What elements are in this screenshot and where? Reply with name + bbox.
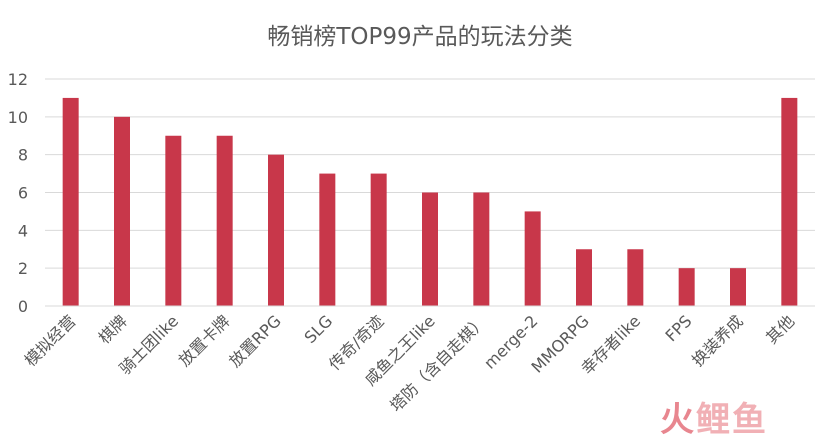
y-tick-label: 4 — [18, 221, 28, 240]
y-tick-label: 2 — [18, 259, 28, 278]
bar-0 — [62, 97, 79, 307]
bar-3 — [216, 135, 233, 306]
y-tick-label: 0 — [18, 297, 28, 316]
bar-13 — [730, 268, 746, 306]
watermark-logo: 火鲤鱼 — [660, 392, 768, 441]
bar-8 — [473, 192, 490, 306]
watermark-part1: 火 — [660, 400, 696, 440]
x-tick-label: SLG — [300, 311, 336, 347]
bar-9 — [524, 211, 541, 306]
x-tick-label: 放置RPG — [225, 311, 285, 371]
x-tick-label: 塔防（含自走棋） — [386, 311, 490, 415]
x-tick-label: 其他 — [762, 311, 798, 347]
bar-10 — [576, 249, 592, 306]
y-tick-label: 10 — [8, 108, 28, 127]
bar-12 — [678, 268, 695, 306]
bar-4 — [268, 154, 284, 306]
bars — [62, 97, 798, 307]
bar-7 — [422, 192, 438, 306]
bar-1 — [114, 116, 130, 306]
x-tick-label: 棋牌 — [95, 311, 131, 347]
x-tick-label: 放置卡牌 — [175, 311, 234, 370]
bar-14 — [781, 97, 798, 307]
x-tick-label: 换装养成 — [688, 311, 747, 370]
bar-5 — [319, 173, 336, 306]
x-tick-label: FPS — [662, 311, 696, 345]
y-tick-label: 6 — [18, 184, 28, 203]
bar-2 — [165, 135, 182, 306]
y-tick-label: 12 — [8, 70, 28, 89]
watermark-part2: 鲤鱼 — [696, 400, 768, 440]
chart-title: 畅销榜TOP99产品的玩法分类 — [267, 24, 572, 50]
bar-6 — [370, 173, 387, 306]
bar-11 — [627, 249, 644, 306]
y-axis-ticks: 0 2 4 6 8 10 12 — [8, 70, 28, 316]
x-tick-label: 模拟经营 — [21, 311, 80, 370]
y-tick-label: 8 — [18, 146, 28, 165]
